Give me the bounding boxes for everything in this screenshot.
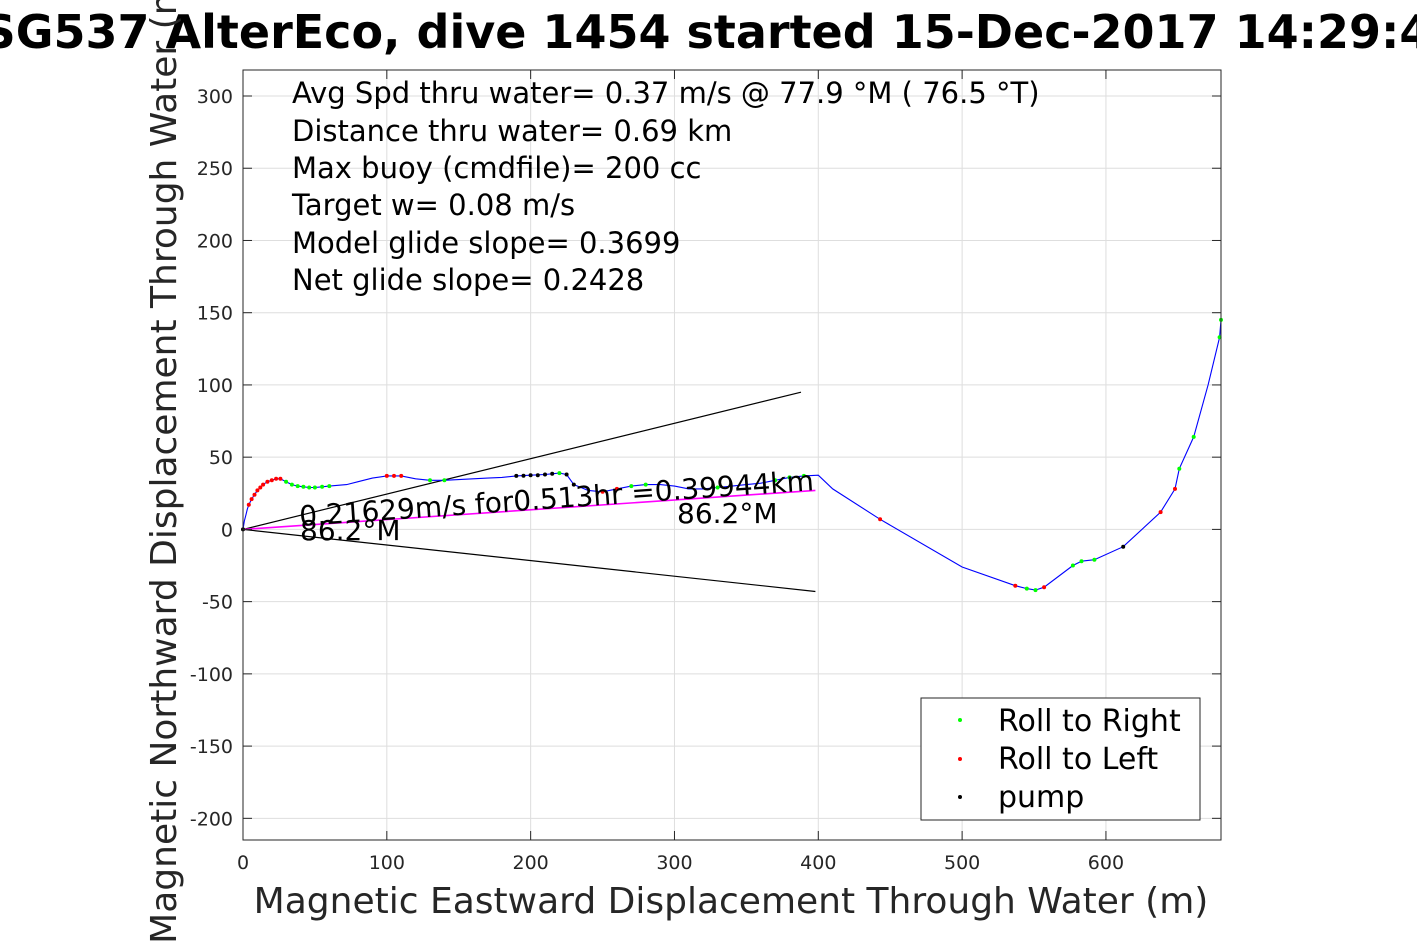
plot-frame [242,69,1222,841]
marker-pump [535,473,540,478]
marker-roll-to-right [284,479,289,484]
y-tick-label: 0 [221,519,233,541]
y-tick-label: 250 [197,158,233,180]
y-tick-label: -100 [190,664,233,686]
x-tick-label: 100 [369,852,405,874]
legend-marker-roll-right [958,718,962,722]
y-tick-label: 100 [197,375,233,397]
marker-roll-to-left [614,486,619,491]
marker-roll-to-left [258,485,263,490]
marker-pump [514,473,519,478]
reference-line [242,528,816,593]
legend-label-pump: pump [998,780,1084,815]
y-tick-label: -50 [202,592,233,614]
marker-roll-to-right [557,471,562,476]
stat-model-glide-slope: Model glide slope= 0.3699 [292,226,680,260]
legend-marker-pump [958,795,962,799]
marker-roll-to-right [773,478,778,483]
marker-pump [564,472,569,477]
x-tick-label: 400 [800,852,836,874]
legend-label-roll-left: Roll to Left [998,742,1158,777]
stat-distance: Distance thru water= 0.69 km [292,114,732,148]
marker-roll-to-left [1013,583,1018,588]
y-tick-label: -200 [190,808,233,830]
legend-label-roll-right: Roll to Right [998,704,1181,739]
marker-roll-to-right [301,484,306,489]
marker-pump [550,471,555,476]
marker-roll-to-right [295,484,300,489]
marker-roll-to-left [1173,486,1177,491]
marker-roll-to-right [715,485,720,490]
marker-roll-to-right [629,484,634,489]
stat-target-w: Target w= 0.08 m/s [291,188,575,222]
reference-line [242,391,802,530]
stat-net-glide-slope: Net glide slope= 0.2428 [292,263,644,297]
marker-roll-to-left [278,476,283,481]
marker-pump [528,473,533,478]
series-markers [241,317,1223,593]
marker-roll-to-left [249,497,254,502]
x-tick-label: 300 [656,852,692,874]
marker-roll-to-left [246,502,251,507]
net-displacement-line [242,489,816,531]
heading-label-end: 86.2°M [677,497,778,530]
marker-roll-to-left [384,473,389,478]
marker-roll-to-left [252,492,257,497]
marker-roll-to-right [289,482,294,487]
marker-roll-to-right [1079,559,1084,564]
marker-roll-to-right [787,475,792,480]
marker-roll-to-right [320,484,325,489]
legend: Roll to Right Roll to Left pump [920,697,1201,821]
marker-pump [521,473,526,478]
marker-roll-to-right [312,485,317,490]
stat-max-buoy: Max buoy (cmdfile)= 200 cc [292,151,701,185]
marker-roll-to-left [255,488,260,493]
chart-title: SG537 AlterEco, dive 1454 started 15-Dec… [0,5,1417,59]
marker-roll-to-right [428,478,432,483]
marker-roll-to-right [307,485,312,490]
marker-roll-to-right [442,478,447,483]
marker-pump [543,472,547,477]
marker-roll-to-left [600,489,605,494]
legend-marker-roll-left [958,757,962,761]
marker-roll-to-right [1092,557,1097,562]
x-tick-label: 200 [513,852,549,874]
marker-roll-to-left [1158,510,1163,515]
marker-roll-to-left [265,479,270,484]
marker-roll-to-right [1070,563,1075,568]
y-tick-label: 200 [197,230,233,252]
marker-roll-to-left [274,476,279,481]
marker-roll-to-right [801,473,806,478]
marker-roll-to-right [643,482,648,487]
x-axis-label: Magnetic Eastward Displacement Through W… [254,881,1209,922]
y-tick-label: 150 [197,303,233,325]
x-tick-label: 0 [237,852,249,874]
stat-avg-speed: Avg Spd thru water= 0.37 m/s @ 77.9 °M (… [292,76,1040,110]
axis-ticks: 0 100 200 300 400 500 600300250200150100500-50… [190,70,1221,874]
marker-roll-to-left [399,473,404,478]
x-tick-label: 500 [944,852,980,874]
reference-lines [242,391,816,593]
x-tick-label: 600 [1088,852,1124,874]
y-axis-label: Magnetic Northward Displacement Through … [144,0,185,944]
marker-roll-to-left [261,482,266,487]
marker-roll-to-left [269,478,274,483]
marker-roll-to-left [878,517,883,522]
y-tick-label: 300 [197,86,233,108]
marker-roll-to-right [1024,586,1029,591]
heading-label-start: 86.2°M [300,514,401,547]
legend-box [920,697,1201,821]
marker-roll-to-right [1191,434,1196,439]
marker-roll-to-right [1177,466,1182,471]
marker-pump [571,482,576,487]
y-tick-label: -150 [190,736,233,758]
y-tick-label: 50 [209,447,233,469]
marker-roll-to-right [1033,588,1038,593]
marker-roll-to-right [327,484,332,489]
marker-pump [1121,544,1126,549]
marker-roll-to-left [1042,585,1047,590]
marker-roll-to-left [392,473,396,478]
